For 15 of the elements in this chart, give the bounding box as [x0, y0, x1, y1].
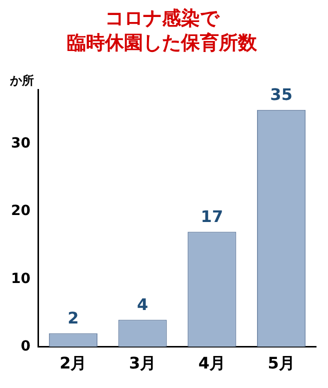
y-axis-title: か所	[9, 74, 34, 88]
x-tick-label: 3月	[128, 354, 156, 373]
data-label: 2	[68, 308, 79, 328]
data-label: 35	[270, 85, 292, 104]
y-tick-label: 10	[11, 270, 31, 287]
data-label: 17	[200, 206, 224, 226]
y-tick-label: 0	[20, 338, 31, 354]
y-tick-label: 30	[11, 135, 31, 152]
data-label: 4	[136, 294, 148, 314]
x-tick-label: 2月	[60, 354, 87, 373]
x-tick-label: 4月	[198, 354, 226, 373]
chart-title: コロナ感染で	[105, 7, 220, 30]
y-tick-label: 20	[11, 203, 31, 220]
chart-subtitle: 臨時休園した保育所数	[67, 32, 258, 54]
x-tick-label: 5月	[268, 354, 295, 373]
